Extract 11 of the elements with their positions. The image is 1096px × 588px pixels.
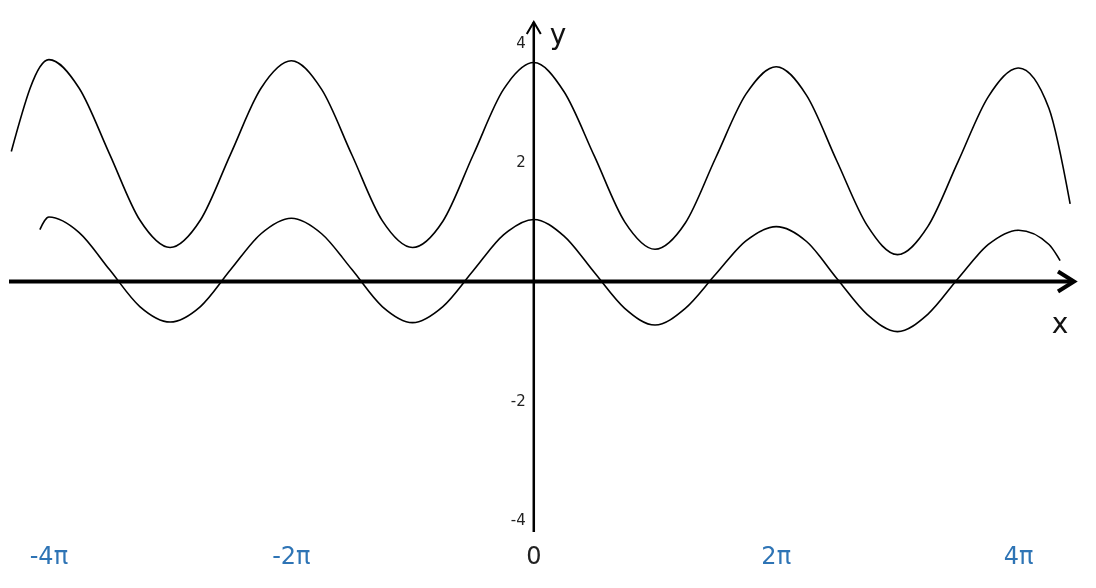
y-tick-label: 2 <box>516 153 526 172</box>
y-tick-label: -2 <box>510 391 526 410</box>
x-axis-title: x <box>1051 307 1069 341</box>
x-tick-label: -4π <box>29 542 69 570</box>
x-tick-label: -2π <box>272 542 311 570</box>
x-tick-label: 0 <box>526 542 542 570</box>
y-axis-title: y <box>549 18 567 51</box>
y-tick-label: 4 <box>516 33 526 52</box>
x-tick-label: 4π <box>1003 542 1034 570</box>
y-tick-label: -4 <box>510 511 526 530</box>
x-tick-label: 2π <box>761 542 792 570</box>
